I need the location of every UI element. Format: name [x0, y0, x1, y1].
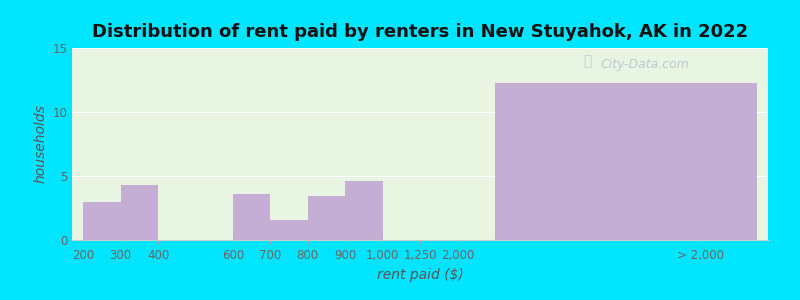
- Bar: [233, 194, 270, 240]
- X-axis label: rent paid ($): rent paid ($): [377, 268, 463, 282]
- Bar: [121, 185, 158, 240]
- Bar: [83, 202, 121, 240]
- Y-axis label: households: households: [34, 105, 47, 183]
- Bar: [345, 181, 382, 240]
- Bar: [495, 82, 757, 240]
- Text: ⌕: ⌕: [583, 54, 592, 68]
- Bar: [270, 220, 308, 240]
- Bar: [308, 196, 345, 240]
- Text: City-Data.com: City-Data.com: [601, 58, 690, 70]
- Title: Distribution of rent paid by renters in New Stuyahok, AK in 2022: Distribution of rent paid by renters in …: [92, 23, 748, 41]
